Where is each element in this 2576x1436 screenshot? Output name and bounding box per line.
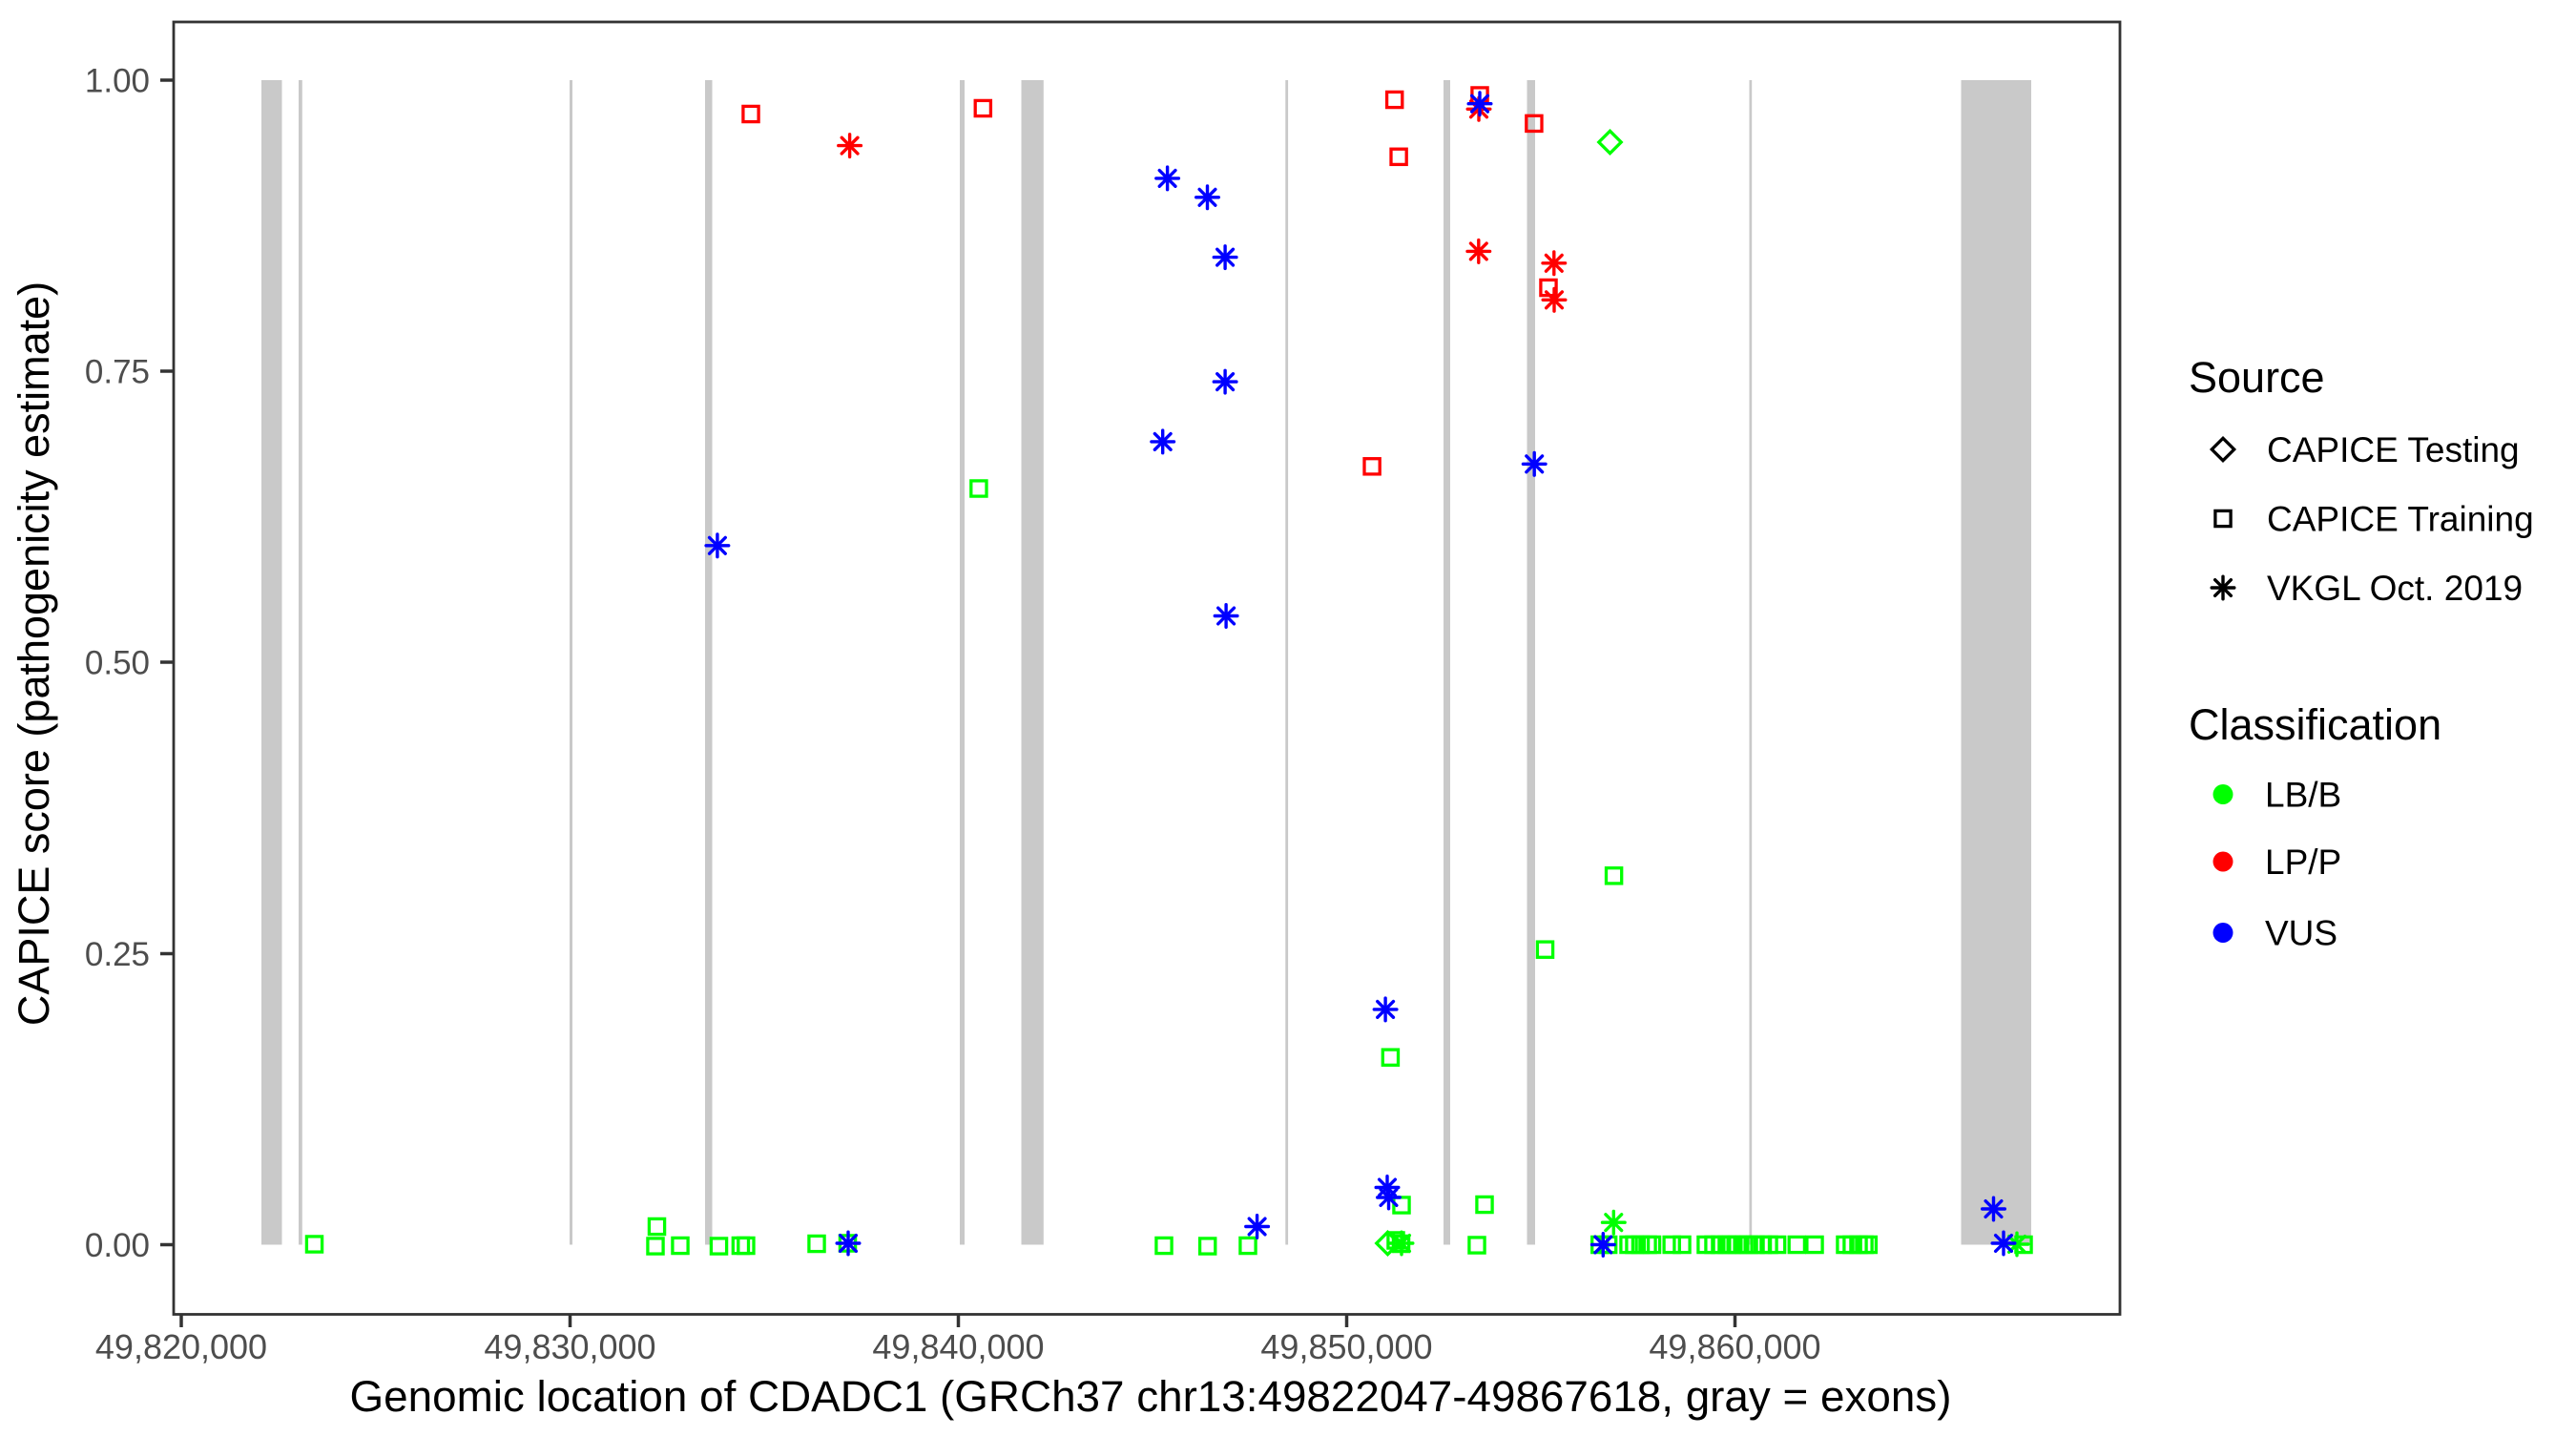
svg-text:CAPICE score (pathogenicity es: CAPICE score (pathogenicity estimate) [10, 281, 58, 1026]
svg-text:CAPICE Testing: CAPICE Testing [2267, 430, 2520, 469]
svg-text:49,860,000: 49,860,000 [1649, 1327, 1820, 1366]
svg-text:49,840,000: 49,840,000 [872, 1327, 1044, 1366]
svg-text:LP/P: LP/P [2265, 843, 2341, 882]
svg-text:0.50: 0.50 [85, 645, 150, 682]
svg-text:0.00: 0.00 [85, 1227, 150, 1264]
svg-text:LB/B: LB/B [2265, 776, 2341, 815]
svg-text:0.75: 0.75 [85, 354, 150, 391]
svg-text:CAPICE Training: CAPICE Training [2267, 500, 2534, 539]
svg-text:49,820,000: 49,820,000 [95, 1327, 267, 1366]
svg-text:VKGL Oct. 2019: VKGL Oct. 2019 [2267, 569, 2523, 608]
svg-text:49,830,000: 49,830,000 [484, 1327, 655, 1366]
svg-text:0.25: 0.25 [85, 936, 150, 973]
svg-text:Classification: Classification [2189, 700, 2441, 749]
svg-text:Source: Source [2189, 353, 2325, 402]
svg-text:49,850,000: 49,850,000 [1260, 1327, 1432, 1366]
svg-text:Genomic location of CDADC1 (GR: Genomic location of CDADC1 (GRCh37 chr13… [350, 1372, 1952, 1421]
svg-text:1.00: 1.00 [85, 63, 150, 100]
svg-text:VUS: VUS [2265, 914, 2337, 953]
